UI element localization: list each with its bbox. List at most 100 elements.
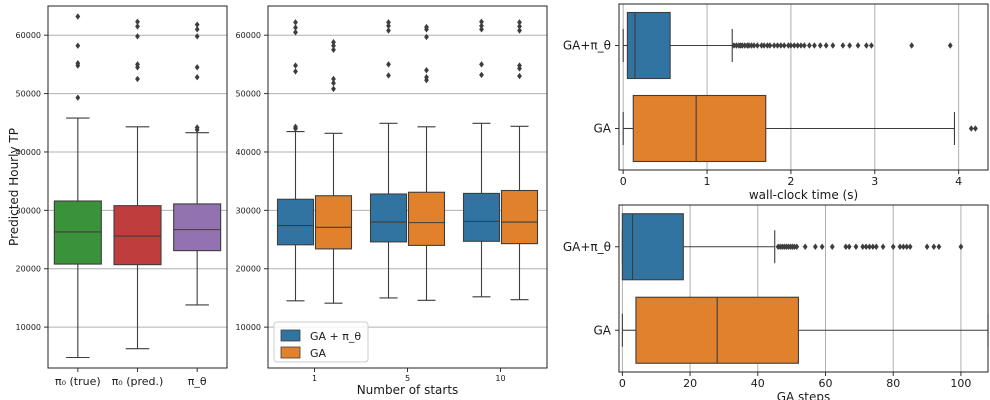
outlier-point xyxy=(855,42,861,49)
panel-d: 0 20 40 60 80 100 GA+π_θ GA GA steps xyxy=(563,204,989,400)
x-tick-label: 60 xyxy=(819,377,833,390)
panel-b: 10000 20000 30000 40000 50000 60000 1 5 10 Number… xyxy=(236,5,548,397)
outlier-point xyxy=(765,42,770,49)
outlier-point xyxy=(870,243,876,250)
x-tick-label: 80 xyxy=(886,377,900,390)
outlier-point xyxy=(75,60,81,67)
outlier-point xyxy=(829,243,835,250)
outlier-point xyxy=(734,42,739,49)
outlier-point xyxy=(331,85,336,93)
outlier-point xyxy=(873,243,879,250)
box-1 xyxy=(113,18,162,350)
outlier-point xyxy=(958,243,964,250)
y-tick-label: 60000 xyxy=(236,31,261,40)
x-axis-label: wall-clock time (s) xyxy=(749,188,858,202)
panel-c: 0 1 2 3 4 GA+π_θ GA wall-clock time (s) xyxy=(563,3,989,202)
outlier-point xyxy=(194,74,200,81)
axes-frame xyxy=(618,3,989,171)
x-tick-label: 0 xyxy=(620,175,627,188)
outlier-point xyxy=(424,74,429,81)
box-iqr xyxy=(113,205,162,266)
outlier-point xyxy=(194,124,200,131)
outlier-point xyxy=(819,243,825,250)
box-iqr xyxy=(500,189,539,245)
y-tick-label: GA+π_θ xyxy=(563,240,611,254)
y-tick-label: 50000 xyxy=(236,90,261,99)
outlier-point xyxy=(731,42,737,49)
outlier-point xyxy=(424,33,429,41)
outlier-point xyxy=(517,27,522,34)
outlier-point xyxy=(863,42,869,49)
axes-frame xyxy=(618,204,989,373)
box-2 xyxy=(173,21,222,306)
y-tick-label: 20000 xyxy=(16,265,41,274)
outlier-point xyxy=(801,42,807,49)
outlier-point xyxy=(781,42,787,49)
outlier-point xyxy=(517,23,522,30)
x-tick-label: 2 xyxy=(787,175,794,188)
box-iqr xyxy=(173,203,222,252)
outlier-point xyxy=(798,42,804,49)
outlier-point xyxy=(194,21,200,28)
outlier-point xyxy=(936,243,942,250)
outlier-point xyxy=(791,42,797,49)
outlier-point xyxy=(771,42,777,49)
x-tick-label: 40 xyxy=(751,377,765,390)
axes-frame xyxy=(267,5,548,369)
outlier-point xyxy=(331,39,336,46)
outlier-point xyxy=(867,243,872,250)
outlier-point xyxy=(778,42,784,49)
outlier-point xyxy=(386,72,391,79)
outlier-point xyxy=(931,243,937,250)
outlier-point xyxy=(890,243,896,250)
box-0 xyxy=(53,13,102,359)
x-tick-label: 0 xyxy=(619,377,626,390)
x-tick-label: 1 xyxy=(704,175,711,188)
outlier-point xyxy=(135,23,140,30)
x-tick-label: 1 xyxy=(312,374,317,383)
outlier-point xyxy=(386,22,391,30)
outlier-point xyxy=(331,42,336,49)
legend: GA + π_θ GA xyxy=(273,321,369,363)
outlier-point xyxy=(386,61,391,68)
outlier-point xyxy=(293,123,298,131)
outlier-point xyxy=(767,42,773,49)
box-1 xyxy=(314,39,353,304)
y-axis-label: Predicted Hourly TP xyxy=(7,128,21,246)
box-3 xyxy=(407,23,446,301)
outlier-point xyxy=(739,42,745,49)
outlier-point xyxy=(973,125,978,132)
outlier-point xyxy=(947,42,953,49)
outlier-point xyxy=(823,42,829,49)
y-tick-label: 60000 xyxy=(16,31,41,40)
outlier-point xyxy=(517,19,522,26)
outlier-point xyxy=(424,67,429,74)
outlier-point xyxy=(806,42,812,49)
outlier-point xyxy=(135,33,140,40)
y-tick-label: 40000 xyxy=(16,148,41,157)
legend-label: GA + π_θ xyxy=(310,330,361,343)
outlier-point xyxy=(840,42,846,49)
outlier-point xyxy=(75,13,81,20)
outlier-point xyxy=(795,42,801,49)
outlier-point xyxy=(812,42,817,49)
legend-swatch xyxy=(280,346,301,359)
x-tick-label: 20 xyxy=(683,377,697,390)
outlier-point xyxy=(904,243,910,250)
outlier-point xyxy=(897,243,903,250)
outlier-point xyxy=(75,94,81,101)
box-iqr xyxy=(314,195,353,250)
outlier-point xyxy=(293,62,298,69)
x-tick-label: π_θ xyxy=(188,375,207,388)
outlier-point xyxy=(909,42,915,49)
outlier-point xyxy=(843,243,849,250)
outlier-point xyxy=(135,18,140,25)
legend-label: GA xyxy=(310,347,327,360)
box-iqr xyxy=(632,94,767,163)
outlier-point xyxy=(331,79,336,87)
box-iqr xyxy=(462,192,501,242)
box-iqr xyxy=(369,193,408,243)
outlier-point xyxy=(386,19,391,26)
outlier-point xyxy=(847,42,853,49)
